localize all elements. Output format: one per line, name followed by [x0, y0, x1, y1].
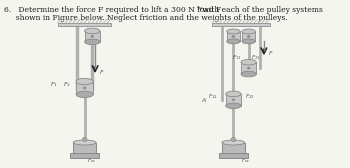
Bar — [76, 81, 93, 94]
Ellipse shape — [227, 39, 240, 44]
Bar — [70, 153, 99, 158]
Ellipse shape — [76, 78, 93, 85]
Text: $F$: $F$ — [99, 68, 105, 76]
Ellipse shape — [222, 140, 245, 145]
Bar — [219, 153, 248, 158]
Ellipse shape — [241, 59, 256, 65]
Text: $F_{12}$: $F_{12}$ — [209, 92, 218, 101]
Ellipse shape — [242, 39, 256, 44]
Ellipse shape — [82, 138, 87, 141]
Ellipse shape — [232, 35, 235, 37]
Ellipse shape — [91, 35, 94, 37]
Text: $F_1$: $F_1$ — [50, 80, 58, 89]
Text: $A$: $A$ — [202, 96, 208, 104]
Bar — [85, 31, 100, 42]
Text: shown in Figure below. Neglect friction and the weights of the pulleys.: shown in Figure below. Neglect friction … — [4, 14, 287, 22]
Ellipse shape — [85, 28, 100, 34]
Bar — [212, 23, 270, 27]
Text: $F_w$: $F_w$ — [86, 156, 96, 165]
Text: $F_{22}$: $F_{22}$ — [245, 92, 254, 101]
Text: $F_2$: $F_2$ — [63, 80, 71, 89]
Ellipse shape — [231, 138, 236, 141]
Ellipse shape — [83, 87, 86, 89]
Bar — [58, 23, 111, 27]
Ellipse shape — [247, 35, 250, 37]
Bar — [227, 31, 240, 41]
Ellipse shape — [232, 99, 235, 101]
Ellipse shape — [226, 103, 241, 109]
Ellipse shape — [242, 29, 256, 34]
Ellipse shape — [76, 91, 93, 98]
Text: $F$: $F$ — [268, 49, 273, 57]
Ellipse shape — [85, 39, 100, 45]
Bar — [222, 142, 245, 153]
Ellipse shape — [241, 71, 256, 77]
Bar — [73, 142, 96, 153]
Ellipse shape — [73, 140, 96, 145]
Text: $F_w$: $F_w$ — [241, 156, 250, 165]
Bar — [241, 62, 256, 74]
Ellipse shape — [227, 29, 240, 34]
Bar — [242, 31, 256, 41]
Ellipse shape — [226, 91, 241, 97]
Text: $F_{11}$: $F_{11}$ — [232, 53, 242, 62]
Text: with each of the pulley systems: with each of the pulley systems — [200, 6, 323, 14]
Text: $F_{21}$: $F_{21}$ — [251, 53, 261, 62]
Ellipse shape — [247, 67, 250, 69]
Text: 6.   Determine the force F required to lift a 300 N load F: 6. Determine the force F required to lif… — [4, 6, 221, 14]
Text: w: w — [197, 6, 203, 11]
Bar — [226, 94, 241, 106]
